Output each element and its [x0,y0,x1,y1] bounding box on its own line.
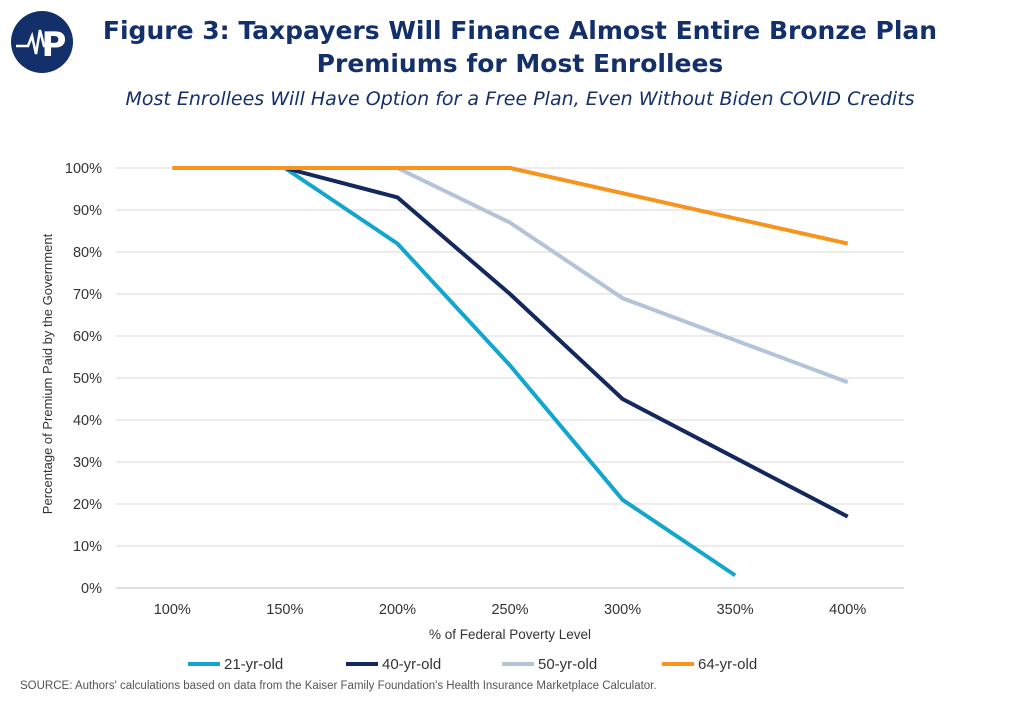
y-tick-label: 80% [73,245,102,261]
y-tick-label: 70% [73,287,102,303]
x-tick-label: 150% [266,602,303,618]
series-line-64-yr-old [172,166,849,246]
source-note: SOURCE: Authors' calculations based on d… [20,680,657,692]
logo-icon: P [11,11,73,73]
chart-title: Figure 3: Taxpayers Will Finance Almost … [102,16,938,78]
legend-label: 50-yr-old [538,656,597,673]
x-tick-label: 200% [379,602,416,618]
x-tick-label: 350% [717,602,754,618]
y-tick-label: 50% [73,371,102,387]
series-line-40-yr-old [284,166,849,519]
y-tick-label: 30% [73,455,102,471]
chart-subtitle: Most Enrollees Will Have Option for a Fr… [125,88,915,110]
x-tick-label: 300% [604,602,641,618]
y-tick-label: 20% [73,497,102,513]
x-tick-label: 250% [491,602,528,618]
x-tick-label: 100% [154,602,191,618]
legend-label: 21-yr-old [224,656,283,673]
series-line-21-yr-old [283,166,737,578]
x-tick-label: 400% [829,602,866,618]
logo-letter: P [42,25,67,65]
y-tick-label: 40% [73,413,102,429]
y-tick-label: 90% [73,203,102,219]
y-tick-label: 0% [81,581,102,597]
heartbeat-line [16,29,50,55]
legend-label: 64-yr-old [698,656,757,673]
y-axis-title: Percentage of Premium Paid by the Govern… [40,233,55,514]
legend-label: 40-yr-old [382,656,441,673]
y-tick-label: 10% [73,539,102,555]
series-line-50-yr-old [396,166,849,385]
x-axis-title: % of Federal Poverty Level [429,627,591,642]
y-tick-label: 60% [73,329,102,345]
y-tick-label: 100% [65,161,102,177]
